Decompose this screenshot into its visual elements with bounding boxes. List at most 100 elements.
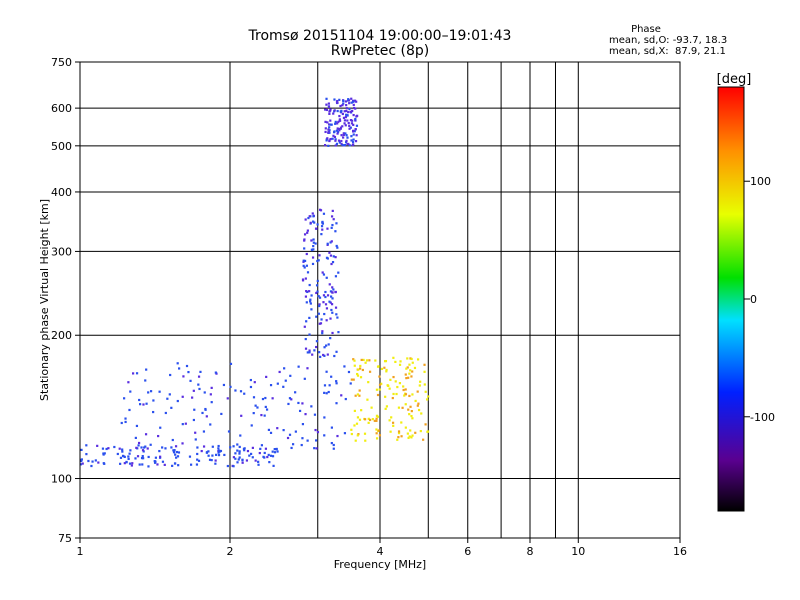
- data-point: [178, 367, 181, 370]
- data-point: [159, 426, 162, 429]
- data-point: [318, 303, 321, 306]
- data-point: [119, 456, 123, 459]
- data-point: [196, 446, 199, 449]
- data-point: [364, 361, 367, 364]
- data-point: [304, 295, 308, 298]
- data-point: [345, 109, 348, 113]
- data-point: [343, 122, 346, 125]
- data-point: [308, 290, 311, 293]
- data-point: [339, 127, 342, 130]
- data-point: [336, 246, 339, 249]
- data-point: [323, 434, 326, 437]
- data-point: [229, 385, 232, 388]
- data-point: [138, 398, 141, 402]
- data-point: [197, 383, 200, 386]
- data-point: [237, 458, 240, 461]
- data-point: [142, 403, 145, 406]
- data-point: [252, 411, 255, 415]
- y-axis-ticks: 75 100 200 300 400 500 600 750: [51, 56, 80, 545]
- data-point: [325, 370, 328, 373]
- data-point: [234, 389, 237, 392]
- data-point: [330, 308, 333, 312]
- data-point: [266, 455, 269, 459]
- data-point: [232, 465, 235, 468]
- data-point: [96, 444, 99, 447]
- data-point: [402, 385, 405, 388]
- data-point: [322, 301, 325, 304]
- data-point: [330, 262, 333, 266]
- data-point: [171, 464, 174, 467]
- data-point: [80, 458, 83, 461]
- data-point: [417, 402, 420, 405]
- data-point: [289, 374, 292, 377]
- data-point: [141, 449, 145, 452]
- data-point: [401, 406, 404, 409]
- data-point: [347, 98, 350, 101]
- data-point: [137, 444, 140, 447]
- data-point: [130, 464, 133, 467]
- data-point: [318, 322, 321, 325]
- data-point: [163, 463, 166, 466]
- data-point: [323, 416, 326, 419]
- data-point: [329, 241, 332, 244]
- data-point: [304, 413, 307, 416]
- data-point: [195, 463, 199, 466]
- data-point: [389, 430, 392, 433]
- data-point: [102, 452, 105, 455]
- data-point: [264, 405, 267, 409]
- data-point: [427, 395, 430, 398]
- data-point: [330, 240, 333, 243]
- data-point: [301, 423, 305, 426]
- data-point: [176, 362, 179, 365]
- data-point: [344, 100, 348, 103]
- data-point: [334, 275, 338, 278]
- data-point: [246, 449, 250, 453]
- data-point: [135, 424, 139, 428]
- data-point: [182, 375, 185, 378]
- data-point: [194, 438, 197, 441]
- data-point: [149, 390, 153, 393]
- data-point: [127, 455, 130, 458]
- data-point: [232, 445, 235, 448]
- data-point: [353, 364, 356, 367]
- data-point: [392, 356, 395, 359]
- data-point: [302, 260, 305, 263]
- data-point: [408, 372, 411, 375]
- data-point: [140, 446, 143, 449]
- data-point: [389, 378, 392, 381]
- data-point: [417, 358, 420, 361]
- data-point: [343, 365, 346, 368]
- data-point: [107, 447, 110, 450]
- data-point: [336, 131, 340, 134]
- data-point: [328, 129, 331, 132]
- data-point: [331, 291, 334, 294]
- data-point: [105, 447, 108, 451]
- data-point: [294, 391, 297, 394]
- data-point: [189, 379, 192, 382]
- data-point: [260, 413, 263, 417]
- data-point: [194, 431, 197, 434]
- data-point: [234, 457, 237, 460]
- data-point: [338, 118, 341, 121]
- data-point: [113, 445, 116, 449]
- data-point: [331, 209, 334, 212]
- data-point: [80, 448, 83, 451]
- data-point: [332, 134, 335, 137]
- data-point: [324, 290, 327, 294]
- data-point: [238, 452, 241, 455]
- data-point: [336, 99, 339, 103]
- data-point: [406, 357, 409, 360]
- data-point: [138, 403, 142, 406]
- data-point: [360, 358, 363, 362]
- data-point: [343, 143, 347, 147]
- data-point: [317, 312, 320, 315]
- data-point: [119, 462, 122, 465]
- data-point: [338, 114, 341, 118]
- data-point: [211, 445, 214, 448]
- data-point: [196, 452, 199, 456]
- data-point: [334, 122, 337, 125]
- data-point: [328, 126, 331, 129]
- data-point: [352, 378, 355, 381]
- data-point: [342, 136, 345, 139]
- data-point: [334, 306, 338, 309]
